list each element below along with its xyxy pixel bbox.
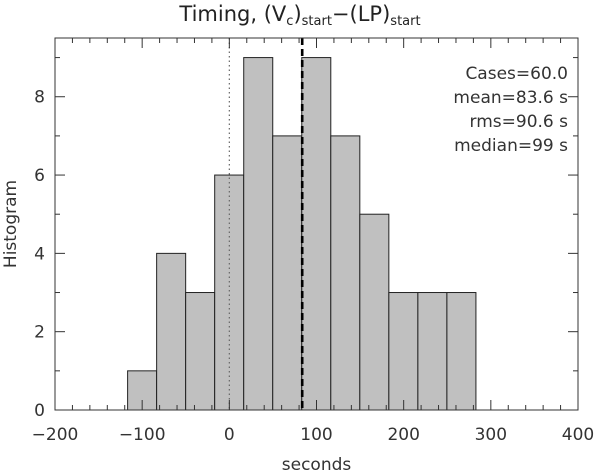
histogram-bar [330,135,361,411]
y-tick-label: 4 [34,244,45,264]
histogram-bar [156,252,187,411]
y-tick-label: 2 [34,323,45,343]
x-tick-label: 200 [387,425,419,445]
histogram-bar [301,57,332,411]
x-tick-label: 100 [300,425,332,445]
stat-rms: rms=90.6 s [469,112,568,132]
histogram-bar [243,57,274,411]
stat-median: median=99 s [454,136,568,156]
title-start-subscript: start [390,14,421,29]
x-tick-label: −100 [119,425,166,445]
y-tick-label: 8 [34,88,45,108]
histogram-bar [359,213,390,411]
x-tick-label: 300 [475,425,507,445]
histogram-bar [417,292,448,411]
x-axis-label: seconds [282,455,352,475]
y-tick-label: 6 [34,166,45,186]
y-axis-label: Histogram [1,180,21,268]
y-tick-label: 0 [34,401,45,421]
histogram-bar [446,292,477,411]
histogram-bar [388,292,419,411]
x-tick-label: −200 [32,425,79,445]
stat-cases: Cases=60.0 [465,64,568,84]
histogram-bar [272,135,303,411]
histogram-bar [185,292,216,411]
chart-title: Timing, (Vc)start−(LP)start [179,2,421,29]
x-tick-label: 0 [224,425,235,445]
x-tick-label: 400 [562,425,594,445]
stat-mean: mean=83.6 s [453,88,568,108]
